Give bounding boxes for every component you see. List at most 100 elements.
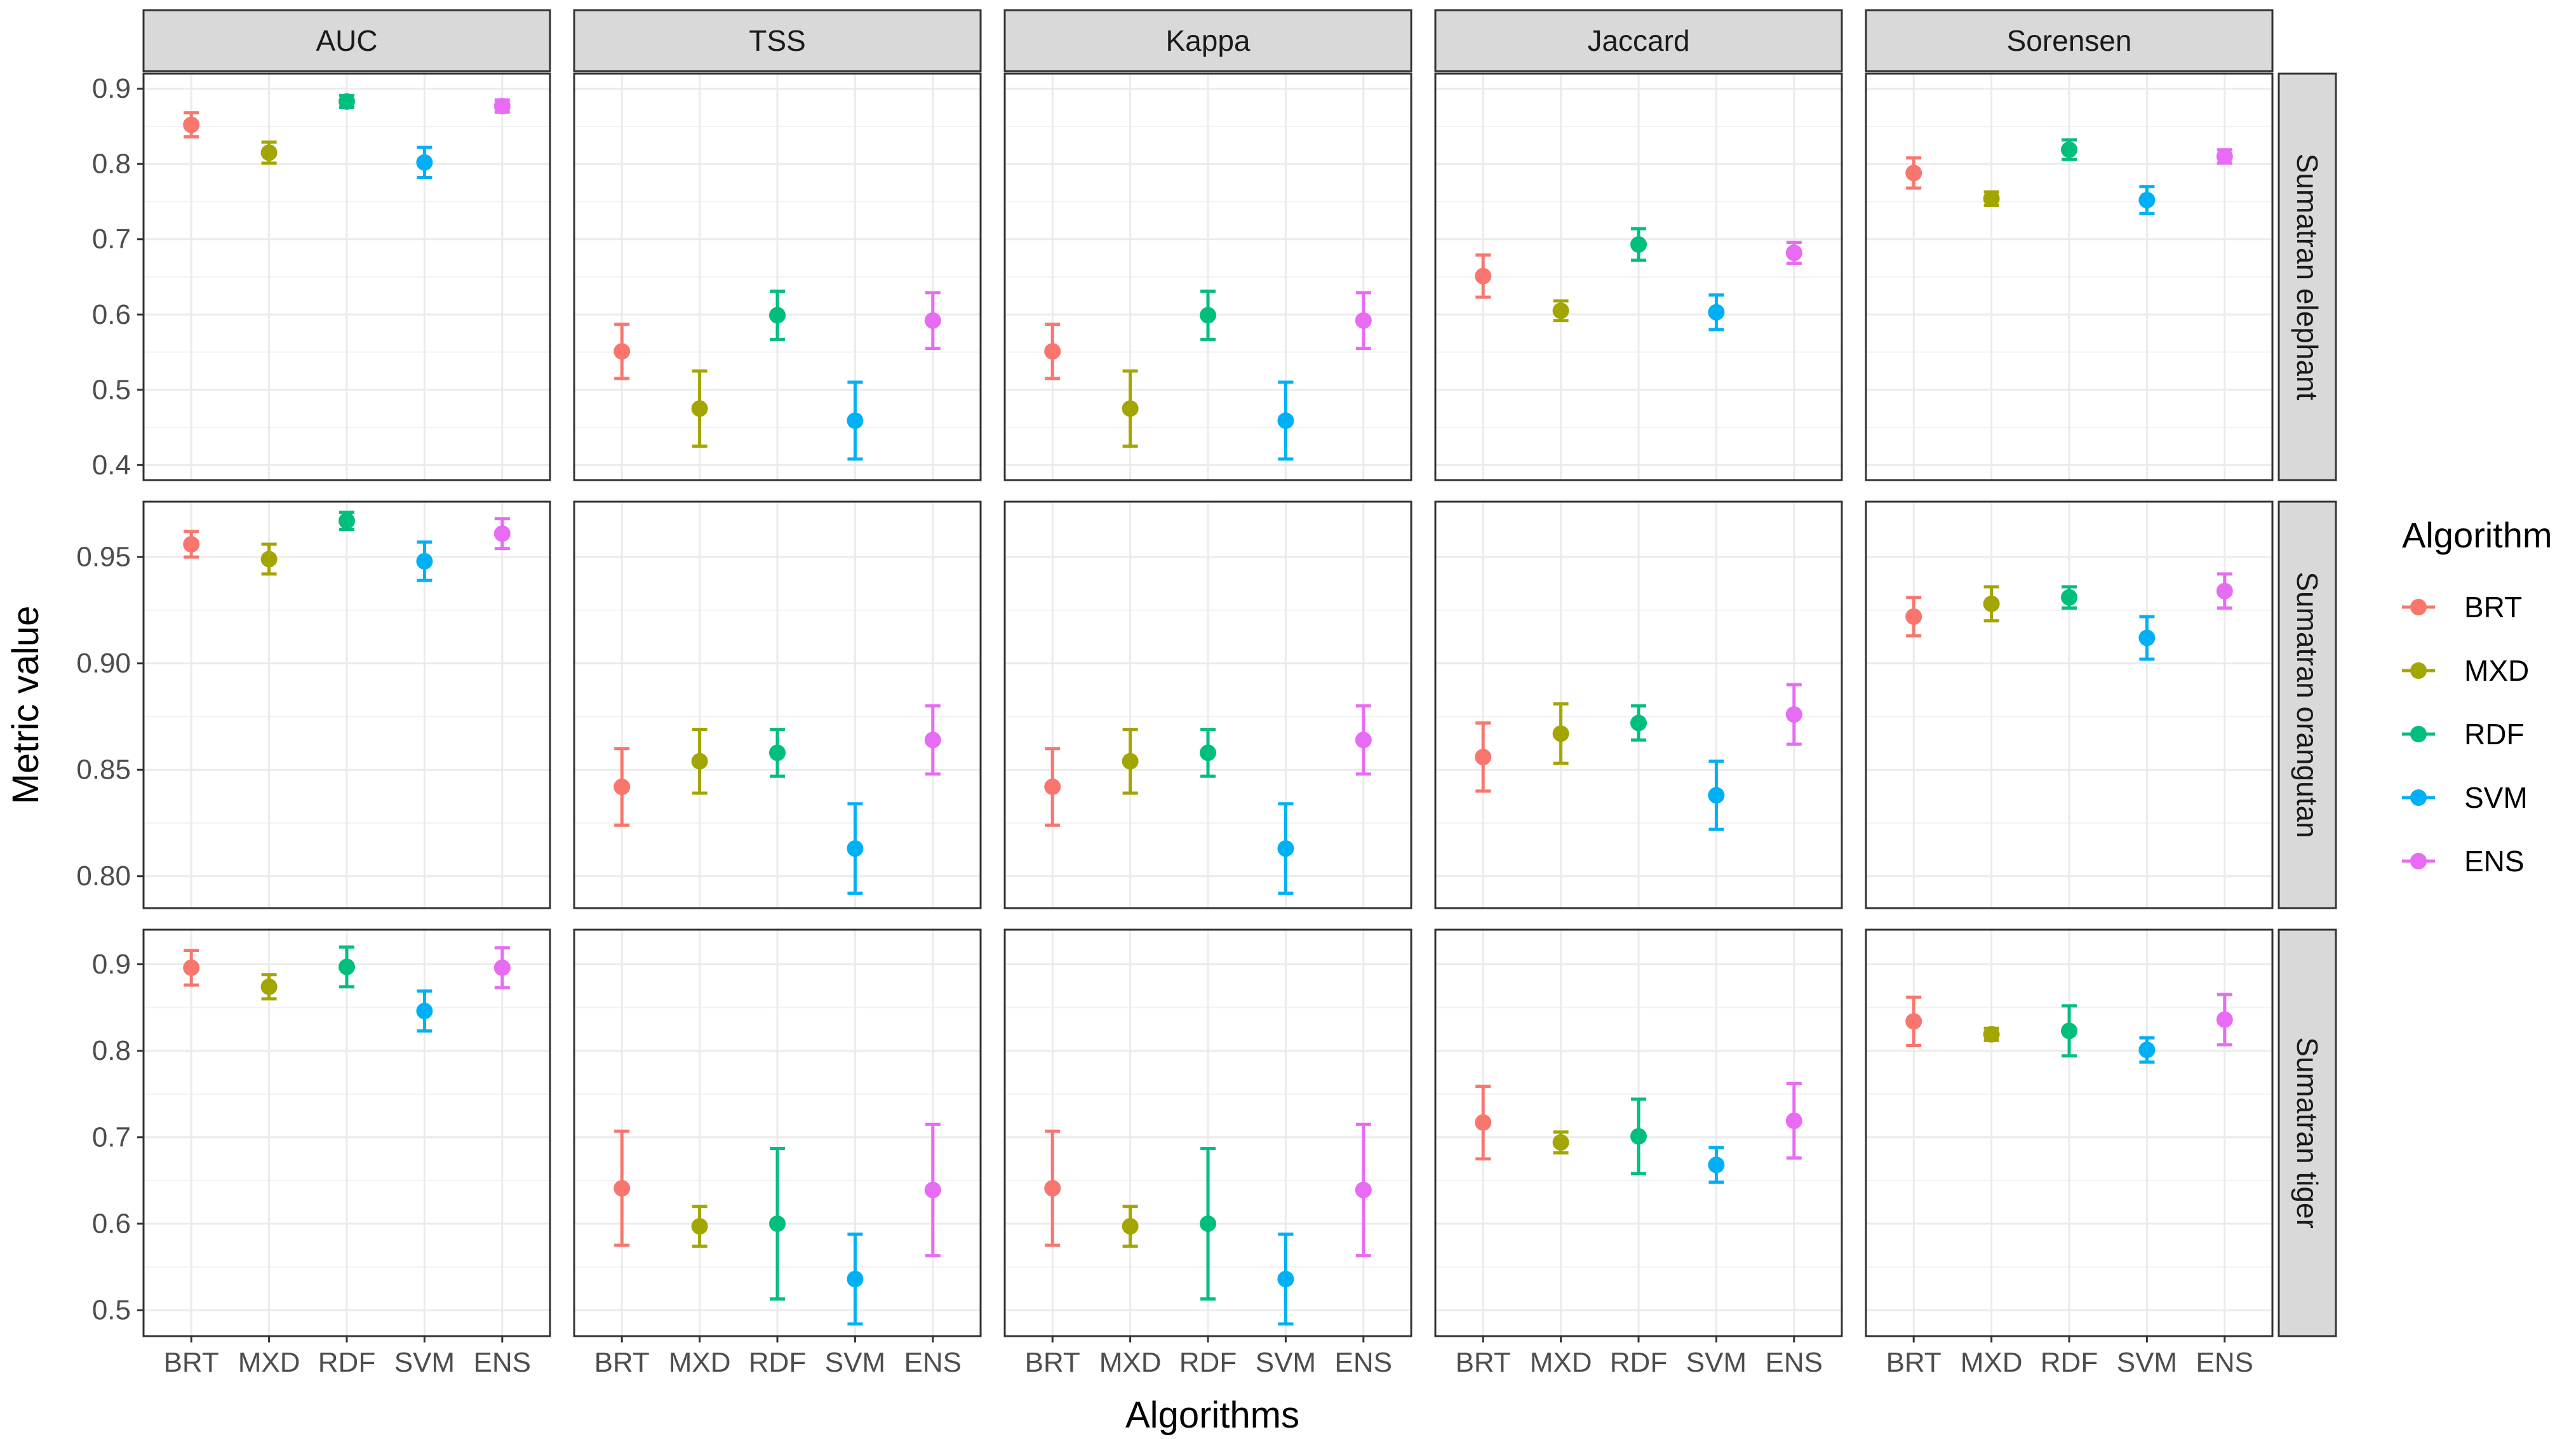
- row-strip-background: [2277, 72, 2337, 481]
- data-point-svm: [2138, 629, 2156, 646]
- data-point-ens: [1785, 706, 1802, 723]
- column-strip-tss: TSS: [573, 9, 982, 72]
- y-tick-label: 0.9: [92, 949, 131, 980]
- data-point-svm: [847, 1271, 864, 1288]
- legend-title: Algorithm: [2402, 515, 2553, 555]
- data-point-ens: [1355, 732, 1372, 749]
- legend-item-mxd: MXD: [2402, 654, 2529, 687]
- x-tick-label: BRT: [1456, 1347, 1511, 1378]
- data-point-brt: [1044, 343, 1061, 360]
- x-tick-label: MXD: [1530, 1347, 1592, 1378]
- data-point-svm: [847, 840, 864, 857]
- data-point-mxd: [1983, 190, 2000, 207]
- legend-item-ens: ENS: [2402, 845, 2525, 878]
- data-point-mxd: [260, 551, 278, 568]
- data-point-rdf: [339, 93, 355, 110]
- legend-label: RDF: [2464, 718, 2525, 751]
- data-point-mxd: [1122, 753, 1139, 770]
- panels-layer: AUC TSS Kappa Jaccard Sorensen Sumatran eleph…: [76, 9, 2337, 1378]
- panel-border: [1865, 500, 2274, 909]
- column-strip-background: [1003, 9, 1412, 72]
- data-point-brt: [183, 536, 200, 553]
- y-tick-label: 0.6: [92, 299, 131, 330]
- legend-label: ENS: [2464, 845, 2525, 878]
- row-strip-background: [2277, 928, 2337, 1337]
- x-tick-label: BRT: [1025, 1347, 1080, 1378]
- x-tick-label: MXD: [1099, 1347, 1162, 1378]
- data-point-svm: [1708, 304, 1725, 321]
- data-point-ens: [1355, 1181, 1372, 1198]
- data-point-mxd: [1552, 725, 1569, 742]
- x-tick-label: MXD: [1961, 1347, 2023, 1378]
- x-tick-label: RDF: [2041, 1347, 2098, 1378]
- data-point-rdf: [769, 1215, 786, 1232]
- legend: Algorithm BRT MXD RDF SVM ENS: [2402, 515, 2553, 878]
- data-point-ens: [1355, 312, 1372, 329]
- x-tick-label: ENS: [1335, 1347, 1392, 1378]
- column-strip-label: Sorensen: [2007, 24, 2132, 57]
- row-strip-label: Sumatran orangutan: [2291, 572, 2324, 838]
- data-point-mxd: [691, 1218, 708, 1235]
- column-strip-label: AUC: [316, 24, 377, 57]
- data-point-ens: [924, 1181, 941, 1198]
- data-point-brt: [1905, 1013, 1922, 1030]
- y-tick-label: 0.5: [92, 1295, 131, 1326]
- row-strip-label: Sumatran tiger: [2291, 1037, 2324, 1229]
- y-tick-label: 0.4: [92, 450, 131, 481]
- row-strip-label: Sumatran elephant: [2291, 154, 2324, 401]
- data-point-rdf: [1200, 307, 1216, 324]
- data-point-mxd: [1122, 1218, 1139, 1235]
- panel-border: [1003, 500, 1412, 909]
- row-strip-background: [2277, 500, 2337, 909]
- legend-item-rdf: RDF: [2402, 718, 2525, 751]
- y-tick-label: 0.85: [76, 754, 131, 786]
- data-point-mxd: [691, 753, 708, 770]
- y-tick-label: 0.5: [92, 374, 131, 405]
- data-point-ens: [2216, 1011, 2233, 1028]
- panel-sumatran-tiger-tss: [573, 928, 982, 1337]
- x-tick-label: RDF: [318, 1347, 375, 1378]
- y-axis-title: Metric value: [5, 606, 46, 805]
- panel-sumatran-elephant-tss: [573, 72, 982, 481]
- data-point-rdf: [1630, 236, 1647, 253]
- data-point-brt: [614, 343, 631, 360]
- data-point-ens: [924, 312, 941, 329]
- column-strip-sorensen: Sorensen: [1865, 9, 2274, 72]
- data-point-ens: [2216, 582, 2233, 599]
- y-tick-label: 0.7: [92, 1121, 131, 1153]
- column-strip-background: [1865, 9, 2274, 72]
- x-axis-title: Algorithms: [1125, 1395, 1299, 1436]
- legend-item-svm: SVM: [2402, 781, 2528, 814]
- column-strip-background: [573, 9, 982, 72]
- x-tick-label: RDF: [1610, 1347, 1667, 1378]
- column-strip-kappa: Kappa: [1003, 9, 1412, 72]
- row-strip-sumatran-orangutan: Sumatran orangutan: [2277, 500, 2337, 909]
- x-tick-label: ENS: [1766, 1347, 1823, 1378]
- data-point-svm: [1708, 787, 1725, 804]
- panel-border: [573, 72, 982, 481]
- row-strip-sumatran-elephant: Sumatran elephant: [2277, 72, 2337, 481]
- data-point-svm: [416, 154, 433, 171]
- data-point-rdf: [339, 512, 355, 530]
- column-strip-label: TSS: [749, 24, 805, 57]
- data-point-rdf: [2061, 589, 2077, 606]
- data-point-rdf: [1630, 714, 1647, 732]
- panel-sumatran-tiger-jaccard: [1434, 928, 1843, 1337]
- x-tick-label: SVM: [825, 1347, 885, 1378]
- y-tick-label: 0.7: [92, 224, 131, 255]
- panel-sumatran-orangutan-sorensen: [1865, 500, 2274, 909]
- legend-label: BRT: [2464, 591, 2522, 624]
- y-tick-label: 0.6: [92, 1208, 131, 1239]
- data-point-brt: [183, 116, 200, 133]
- x-tick-label: SVM: [1256, 1347, 1316, 1378]
- data-point-rdf: [769, 744, 786, 761]
- data-point-rdf: [1200, 1215, 1216, 1232]
- panel-border: [1003, 72, 1412, 481]
- data-point-brt: [183, 959, 200, 976]
- row-strip-sumatran-tiger: Sumatran tiger: [2277, 928, 2337, 1337]
- panel-border: [1434, 500, 1843, 909]
- data-point-rdf: [2061, 141, 2077, 158]
- data-point-rdf: [339, 958, 355, 975]
- y-tick-label: 0.9: [92, 73, 131, 104]
